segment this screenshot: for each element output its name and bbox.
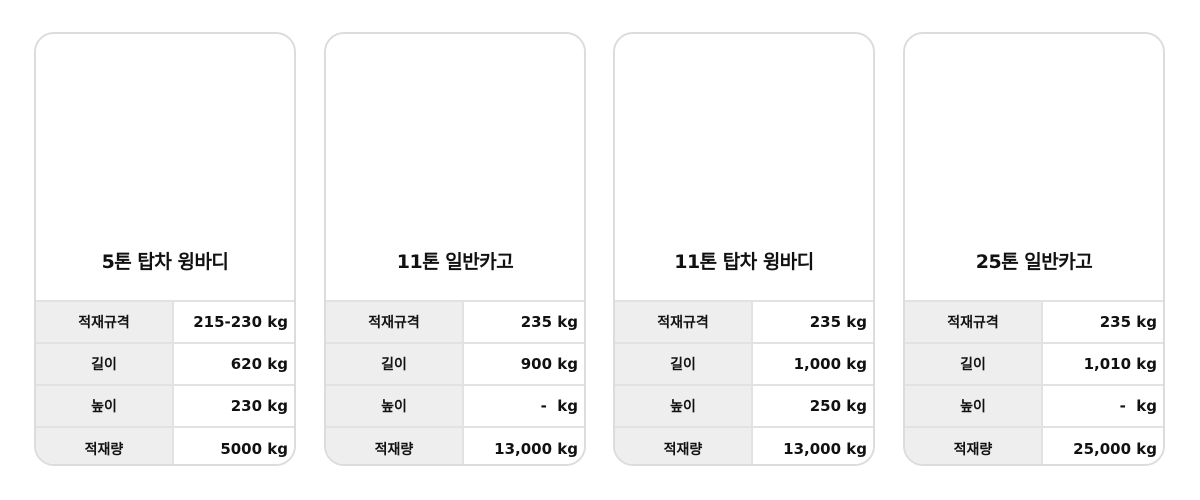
truck-card[interactable]: 5톤 탑차 윙바디 적재규격 215-230 kg 길이 620 kg 높이 2…: [34, 32, 296, 466]
spec-table: 적재규격 235 kg 길이 1,010 kg 높이 - kg 적재량 25,0…: [905, 300, 1163, 464]
truck-card[interactable]: 11톤 탑차 윙바디 적재규격 235 kg 길이 1,000 kg 높이 25…: [613, 32, 875, 466]
spec-row: 길이 1,010 kg: [905, 342, 1163, 385]
spec-row: 적재량 25,000 kg: [905, 426, 1163, 464]
spec-label: 높이: [615, 384, 753, 427]
spec-row: 적재규격 235 kg: [615, 300, 873, 343]
spec-value: 1,010 kg: [1042, 342, 1163, 385]
spec-label: 길이: [326, 342, 464, 385]
spec-value: 13,000 kg: [463, 426, 584, 464]
spec-row: 적재량 13,000 kg: [615, 426, 873, 464]
spec-row: 적재량 5000 kg: [36, 426, 294, 464]
spec-label: 적재규격: [615, 300, 753, 343]
spec-label: 적재량: [615, 426, 753, 464]
spec-value: 235 kg: [752, 300, 873, 343]
spec-label: 적재규격: [905, 300, 1043, 343]
spec-table: 적재규격 215-230 kg 길이 620 kg 높이 230 kg 적재량 …: [36, 300, 294, 464]
spec-label: 길이: [615, 342, 753, 385]
spec-value: 235 kg: [463, 300, 584, 343]
spec-value: 230 kg: [173, 384, 294, 427]
spec-row: 적재규격 235 kg: [905, 300, 1163, 343]
spec-label: 높이: [905, 384, 1043, 427]
spec-row: 길이 1,000 kg: [615, 342, 873, 385]
spec-value: 900 kg: [463, 342, 584, 385]
spec-table: 적재규격 235 kg 길이 1,000 kg 높이 250 kg 적재량 13…: [615, 300, 873, 464]
truck-image: [615, 34, 873, 220]
spec-row: 적재규격 235 kg: [326, 300, 584, 343]
truck-image: [326, 34, 584, 220]
spec-value: - kg: [1042, 384, 1163, 427]
spec-row: 길이 620 kg: [36, 342, 294, 385]
spec-label: 적재량: [326, 426, 464, 464]
spec-label: 길이: [36, 342, 174, 385]
spec-value: 250 kg: [752, 384, 873, 427]
spec-label: 적재량: [36, 426, 174, 464]
spec-label: 적재규격: [36, 300, 174, 343]
spec-value: 25,000 kg: [1042, 426, 1163, 464]
spec-value: 215-230 kg: [173, 300, 294, 343]
truck-title: 11톤 탑차 윙바디: [674, 250, 814, 273]
truck-title: 11톤 일반카고: [396, 250, 514, 273]
truck-title: 5톤 탑차 윙바디: [101, 250, 229, 273]
spec-row: 높이 - kg: [326, 384, 584, 427]
spec-row: 길이 900 kg: [326, 342, 584, 385]
spec-value: - kg: [463, 384, 584, 427]
spec-label: 높이: [36, 384, 174, 427]
spec-label: 높이: [326, 384, 464, 427]
spec-label: 적재량: [905, 426, 1043, 464]
spec-value: 235 kg: [1042, 300, 1163, 343]
truck-title: 25톤 일반카고: [975, 250, 1093, 273]
spec-value: 620 kg: [173, 342, 294, 385]
spec-label: 길이: [905, 342, 1043, 385]
truck-image: [905, 34, 1163, 220]
spec-value: 1,000 kg: [752, 342, 873, 385]
truck-card[interactable]: 25톤 일반카고 적재규격 235 kg 길이 1,010 kg 높이 - kg…: [903, 32, 1165, 466]
spec-table: 적재규격 235 kg 길이 900 kg 높이 - kg 적재량 13,000…: [326, 300, 584, 464]
spec-row: 적재량 13,000 kg: [326, 426, 584, 464]
spec-row: 높이 230 kg: [36, 384, 294, 427]
spec-value: 5000 kg: [173, 426, 294, 464]
spec-row: 높이 250 kg: [615, 384, 873, 427]
truck-card[interactable]: 11톤 일반카고 적재규격 235 kg 길이 900 kg 높이 - kg 적…: [324, 32, 586, 466]
spec-label: 적재규격: [326, 300, 464, 343]
spec-value: 13,000 kg: [752, 426, 873, 464]
spec-row: 높이 - kg: [905, 384, 1163, 427]
spec-row: 적재규격 215-230 kg: [36, 300, 294, 343]
truck-image: [36, 34, 294, 220]
